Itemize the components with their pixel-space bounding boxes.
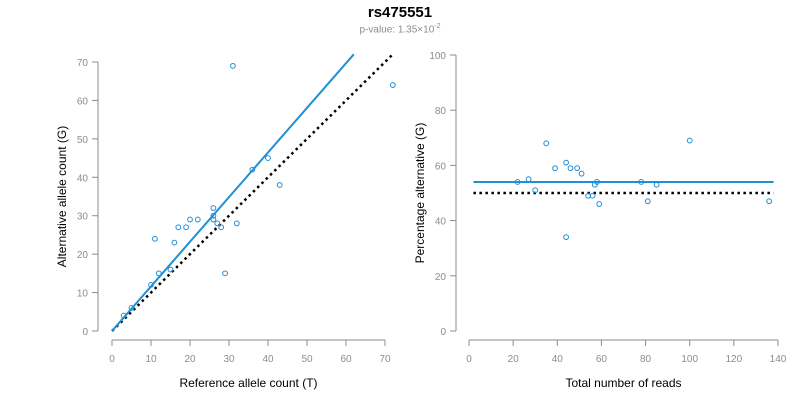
right-plot-y-tick-label: 20 (435, 272, 447, 283)
right-plot-x-tick-label: 0 (466, 354, 472, 365)
left-plot-y-tick-label: 30 (77, 212, 89, 223)
right-plot-data-point (766, 198, 773, 205)
left-plot-data-point (175, 224, 182, 231)
left-plot-data-point (194, 216, 201, 223)
right-plot-data-point (563, 159, 570, 166)
left-plot-x-tick-label: 40 (262, 354, 274, 365)
left-plot-y-tick-label: 60 (77, 96, 89, 107)
left-plot-data-point (148, 281, 154, 288)
left-plot-data-point (210, 216, 217, 223)
right-plot-data-point (644, 198, 651, 205)
left-plot-x-tick-label: 20 (184, 354, 196, 365)
right-plot-data-point (552, 165, 558, 172)
left-plot-data-point (128, 305, 135, 311)
left-plot-x-tick-label: 70 (379, 354, 391, 365)
left-plot-x-tick-label: 60 (340, 354, 352, 365)
right-plot-data-point (532, 187, 539, 194)
left-plot-data-point (233, 220, 240, 227)
right-plot-x-tick-label: 20 (508, 354, 520, 365)
left-plot-data-point (187, 216, 193, 223)
left-plot-data-point (265, 155, 271, 161)
right-plot-data-point (563, 234, 570, 241)
right-plot-data-point (578, 170, 585, 177)
left-plot-data-point (120, 312, 127, 319)
left-plot-data-point (218, 224, 225, 231)
left-plot-data-point (152, 235, 158, 242)
left-plot-data-point (210, 205, 217, 211)
left-plot-x-tick-label: 0 (109, 354, 115, 365)
right-plot-data-point (596, 201, 603, 207)
left-plot-x-axis-label: Reference allele count (T) (179, 376, 317, 390)
right-plot-data-point (589, 192, 596, 199)
right-plot-data-point (686, 137, 693, 144)
right-plot-data-point (638, 179, 645, 185)
left-plot-y-tick-label: 10 (77, 289, 89, 300)
right-plot-y-axis-label: Percentage alternative (G) (413, 123, 427, 264)
p-value-exponent: -2 (434, 23, 441, 30)
left-plot-data-point (183, 224, 190, 231)
left-plot-y-tick-label: 40 (77, 173, 89, 184)
left-plot-reference-line (111, 53, 394, 332)
left-plot-y-tick-label: 0 (82, 327, 88, 338)
right-plot-x-axis-label: Total number of reads (565, 376, 681, 390)
right-plot-data-point (594, 179, 600, 185)
right-plot-data-point (653, 181, 660, 188)
chart-subtitle: p-value: 1.35×10-2 (0, 23, 800, 35)
left-plot-data-point (214, 220, 221, 227)
left-plot-data-point (230, 62, 236, 69)
right-plot-y-tick-label: 0 (440, 327, 446, 338)
left-plot-data-point (276, 182, 283, 188)
right-plot-y-tick-label: 40 (435, 217, 447, 228)
left-plot-data-point (167, 266, 174, 273)
right-plot-y-tick-label: 60 (435, 161, 447, 172)
right-plot-y-tick-label: 100 (429, 51, 446, 62)
left-plot-data-point (249, 166, 256, 173)
p-value-text: p-value: 1.35×10 (359, 24, 435, 36)
left-plot-x-tick-label: 30 (223, 354, 235, 365)
right-plot-x-tick-label: 120 (726, 354, 743, 365)
right-plot-data-point (543, 140, 550, 147)
left-plot-data-point (389, 82, 396, 88)
left-plot-data-point (171, 239, 178, 246)
left-plot-data-point (155, 270, 162, 277)
right-plot-data-point (567, 165, 574, 172)
right-plot-data-point (514, 179, 521, 185)
right-plot-data-point (525, 176, 532, 183)
right-plot-x-tick-label: 100 (681, 354, 698, 365)
right-plot-data-point (574, 165, 581, 172)
right-plot-y-tick-label: 80 (435, 106, 447, 117)
right-plot-x-tick-label: 80 (640, 354, 652, 365)
left-plot-y-tick-label: 20 (77, 250, 89, 261)
left-plot-x-tick-label: 50 (301, 354, 313, 365)
left-plot-y-tick-label: 50 (77, 135, 89, 146)
left-plot-data-point (210, 212, 217, 219)
chart-title: rs475551 (367, 4, 433, 21)
left-plot-y-axis-label: Alternative allele count (G) (55, 126, 69, 267)
left-plot-data-point (222, 270, 229, 277)
right-plot-x-tick-label: 140 (770, 354, 787, 365)
right-plot-x-tick-label: 40 (552, 354, 564, 365)
left-plot-fit-line (111, 53, 355, 332)
right-plot-x-tick-label: 60 (596, 354, 608, 365)
left-plot-y-tick-label: 70 (77, 58, 89, 69)
left-plot-x-tick-label: 10 (145, 354, 157, 365)
